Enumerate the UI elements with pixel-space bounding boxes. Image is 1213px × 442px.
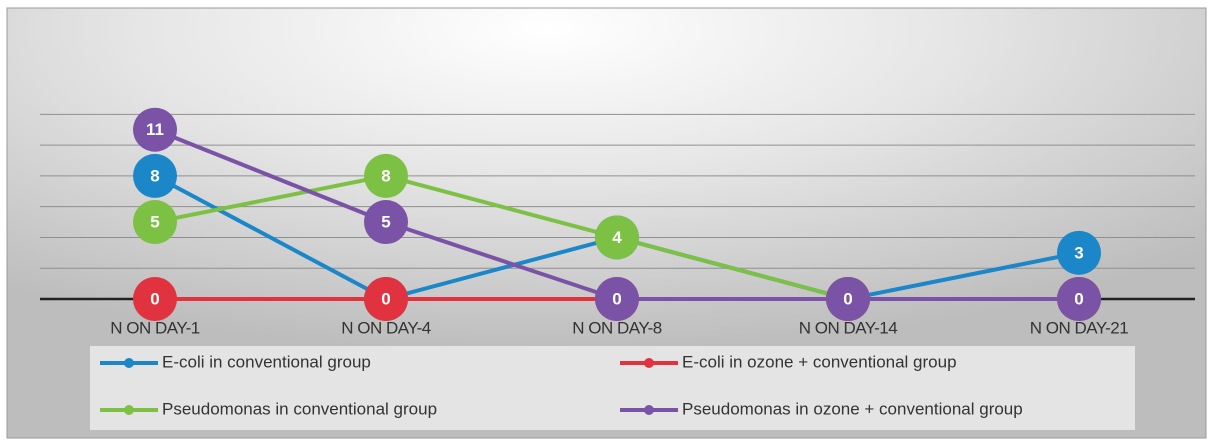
- legend-swatch-dot: [644, 405, 654, 415]
- x-tick-label: N ON DAY-14: [799, 318, 897, 337]
- data-point: [826, 277, 870, 321]
- x-tick-label: N ON DAY-1: [110, 318, 200, 337]
- data-point: [364, 153, 408, 198]
- data-point: [1057, 230, 1101, 275]
- data-label: 0: [843, 289, 852, 308]
- legend-label: E-coli in ozone + conventional group: [682, 352, 957, 371]
- data-label: 0: [1074, 289, 1083, 308]
- x-tick-label: N ON DAY-4: [341, 318, 431, 337]
- x-tick-label: N ON DAY-21: [1030, 318, 1128, 337]
- legend-swatch-dot: [124, 358, 134, 368]
- legend-label: Pseudomonas in ozone + conventional grou…: [682, 399, 1023, 418]
- data-label: 5: [381, 213, 390, 232]
- data-point: [133, 200, 177, 245]
- legend-box: [90, 346, 1135, 430]
- data-point: [133, 107, 177, 152]
- data-point: [364, 277, 408, 321]
- data-label: 3: [1074, 243, 1083, 262]
- data-point: [133, 277, 177, 321]
- legend-swatch-dot: [644, 358, 654, 368]
- legend-label: Pseudomonas in conventional group: [162, 399, 437, 418]
- data-label: 4: [612, 228, 622, 247]
- data-point: [595, 277, 639, 321]
- data-label: 8: [381, 166, 390, 185]
- data-point: [1057, 277, 1101, 321]
- data-label: 0: [381, 289, 390, 308]
- data-label: 0: [150, 289, 159, 308]
- data-label: 8: [150, 166, 159, 185]
- data-label: 11: [146, 120, 164, 139]
- legend-label: E-coli in conventional group: [162, 352, 371, 371]
- data-label: 5: [150, 213, 159, 232]
- data-point: [133, 153, 177, 198]
- data-point: [364, 200, 408, 245]
- data-point: [595, 215, 639, 260]
- x-tick-label: N ON DAY-8: [572, 318, 662, 337]
- legend-swatch-dot: [124, 405, 134, 415]
- data-label: 0: [612, 289, 621, 308]
